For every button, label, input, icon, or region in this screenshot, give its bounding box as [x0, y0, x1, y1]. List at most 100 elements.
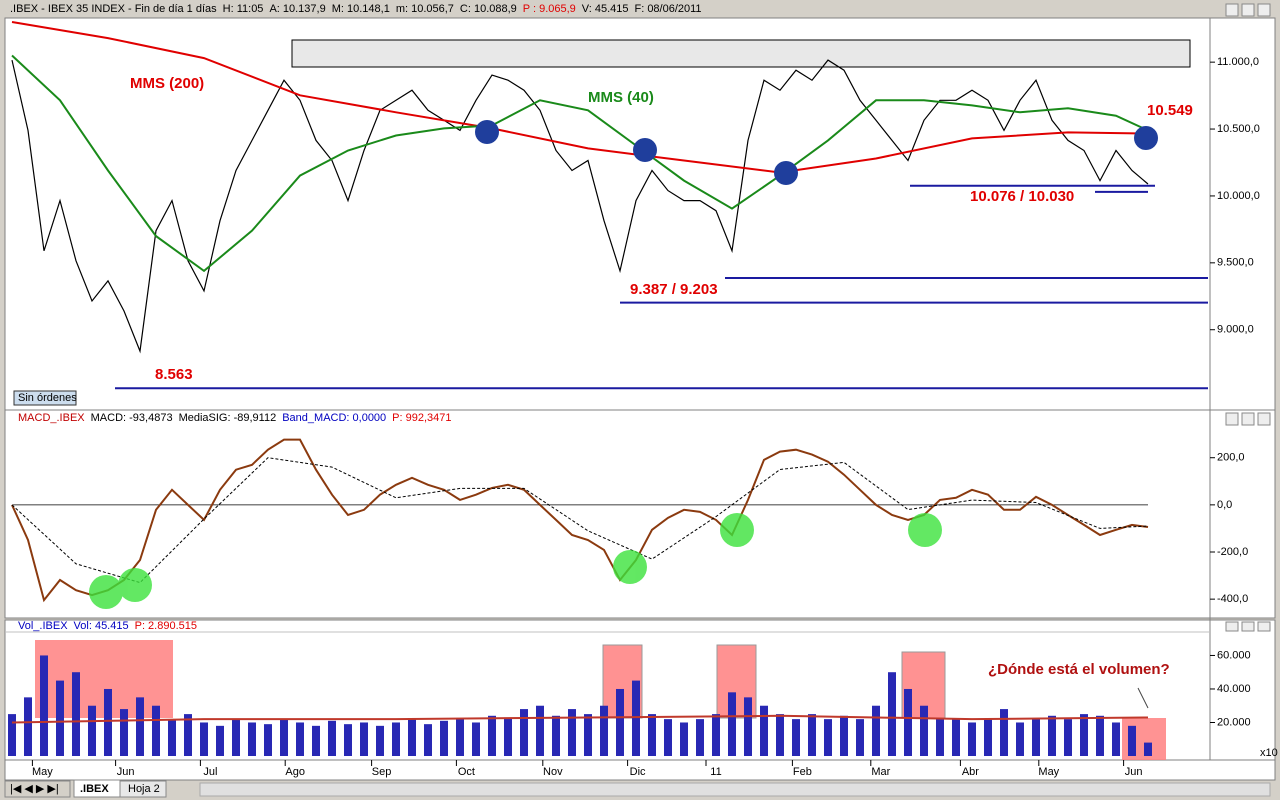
close[interactable] — [1257, 412, 1271, 426]
volume-bar — [728, 692, 736, 756]
volume-bar — [824, 719, 832, 756]
volume-bar — [72, 672, 80, 756]
date-axis — [4, 759, 1276, 781]
x-tick-label: May — [1038, 766, 1059, 778]
annotation: 8.563 — [155, 366, 193, 383]
header-field: MediaSIG: -89,9112 — [179, 412, 277, 424]
maximize[interactable] — [1241, 412, 1255, 426]
header-field: MACD: -93,4873 — [91, 412, 173, 424]
panel-header: MACD_.IBEX MACD: -93,4873 MediaSIG: -89,91… — [18, 412, 452, 424]
crossing — [633, 138, 657, 162]
volume-bar — [168, 719, 176, 756]
crossing-markers — [475, 120, 1158, 185]
scrollbar[interactable] — [199, 782, 1271, 797]
minimize[interactable] — [1225, 621, 1239, 632]
header-field: H: 11:05 — [223, 3, 264, 15]
volume-bar — [936, 719, 944, 756]
price-panel — [4, 17, 1276, 411]
volume-bar — [1128, 725, 1136, 756]
annotation: ¿Dónde está el volumen? — [988, 661, 1170, 678]
minimize[interactable] — [1225, 412, 1239, 426]
crossing — [774, 161, 798, 185]
status[interactable]: Sin órdenes — [18, 392, 77, 404]
volume-bar — [584, 714, 592, 756]
volume-bar — [776, 714, 784, 756]
marker — [908, 513, 942, 547]
volume-bar — [760, 705, 768, 756]
annotation: 9.387 / 9.203 — [630, 281, 718, 298]
header-field: Band_MACD: 0,0000 — [282, 412, 386, 424]
volume-bar — [88, 705, 96, 756]
tab-navigation[interactable] — [4, 780, 71, 798]
volume-bar — [1080, 714, 1088, 756]
marker — [118, 568, 152, 602]
volume-bar — [120, 709, 128, 756]
volume-bar — [1112, 722, 1120, 756]
volume-bar — [504, 717, 512, 756]
volume-bar — [472, 722, 480, 756]
x-tick-label: Sep — [372, 766, 392, 778]
volume-bar — [568, 709, 576, 756]
volume-bar — [40, 655, 48, 756]
close[interactable] — [1257, 621, 1271, 632]
volume-bar — [1048, 715, 1056, 756]
volume-bar — [280, 719, 288, 756]
volume-bar — [1032, 719, 1040, 756]
volume-bar — [232, 719, 240, 756]
volume-bar — [520, 709, 528, 756]
close[interactable] — [1257, 3, 1271, 17]
header-field: P : 9.065,9 — [523, 3, 576, 15]
volume-bar — [216, 725, 224, 756]
volume-bar — [24, 697, 32, 756]
volume-bar — [536, 705, 544, 756]
x-tick-label: Abr — [962, 766, 979, 778]
x-tick-label: Ago — [285, 766, 305, 778]
y-tick-label: 11.000,0 — [1217, 56, 1259, 68]
volume-bar — [1064, 719, 1072, 756]
y-tick-label: -400,0 — [1217, 593, 1248, 605]
volume-bar — [888, 672, 896, 756]
tab-label[interactable]: Hoja 2 — [128, 783, 160, 795]
volume-bar — [1000, 709, 1008, 756]
macd-panel — [4, 409, 1276, 619]
y-tick-label: 200,0 — [1217, 452, 1245, 464]
maximize[interactable] — [1241, 3, 1255, 17]
volume-bar — [152, 705, 160, 756]
volume-bar — [248, 722, 256, 756]
x-tick-label: Dic — [630, 766, 646, 778]
volume-bar — [104, 688, 112, 756]
x-tick-label: Mar — [871, 766, 890, 778]
nav-arrows[interactable]: |◀ ◀ ▶ ▶| — [10, 783, 59, 795]
status-box[interactable] — [13, 390, 77, 406]
volume-bar — [920, 705, 928, 756]
tab[interactable] — [119, 780, 167, 798]
y-tick-label: 9.000,0 — [1217, 324, 1254, 336]
y-tick-label: 9.500,0 — [1217, 257, 1254, 269]
volume-bar — [408, 719, 416, 756]
y-tick-label: 10.500,0 — [1217, 123, 1260, 135]
header-field: M: 10.148,1 — [332, 3, 390, 15]
header-field: P: 992,3471 — [392, 412, 451, 424]
header-field: V: 45.415 — [582, 3, 629, 15]
x-tick-label: 11 — [710, 766, 721, 778]
minimize[interactable] — [1225, 3, 1239, 17]
volume-bar — [712, 714, 720, 756]
maximize[interactable] — [1241, 621, 1255, 632]
volume-bar — [808, 714, 816, 756]
scale-note: x10 — [1260, 747, 1278, 759]
volume-bar — [296, 722, 304, 756]
x-tick-label: Feb — [793, 766, 812, 778]
volume-bar — [424, 724, 432, 756]
volume-bar — [8, 714, 16, 756]
panel-header: Vol_.IBEX Vol: 45.415 P: 2.890.515 — [18, 620, 197, 632]
series-line — [11, 21, 1149, 174]
x-tick-label: Oct — [458, 766, 475, 778]
tab-label[interactable]: .IBEX — [80, 783, 109, 795]
marker — [720, 513, 754, 547]
window-buttons[interactable] — [1225, 3, 1271, 632]
y-tick-label: 0,0 — [1217, 499, 1232, 511]
volume-bar — [344, 724, 352, 756]
header-field: MACD_.IBEX — [18, 412, 85, 424]
